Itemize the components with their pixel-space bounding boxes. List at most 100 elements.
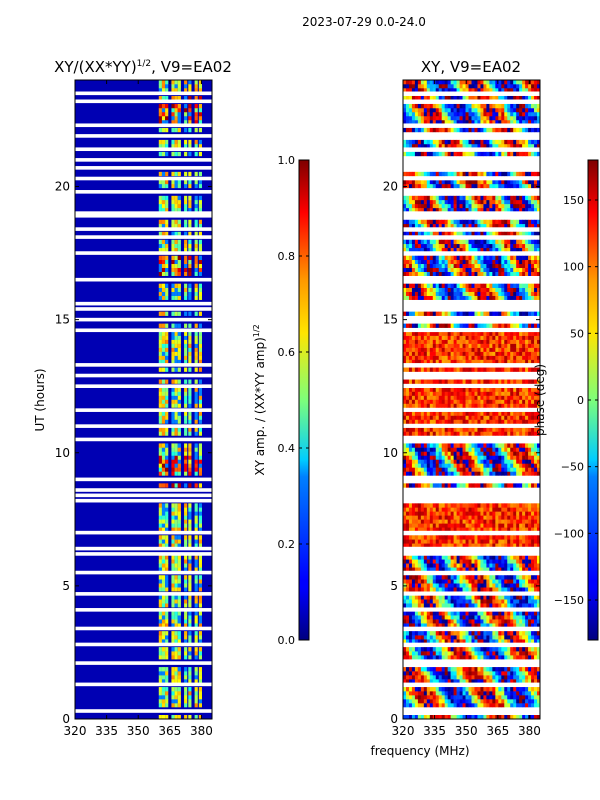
heatmap-cell [450, 563, 454, 568]
heatmap-cell [161, 347, 166, 352]
heatmap-cell [477, 351, 481, 356]
heatmap-cell [184, 619, 188, 624]
heatmap-cell [507, 367, 511, 372]
heatmap-cell [171, 599, 175, 604]
heatmap-cell [177, 287, 181, 292]
heatmap-cell [528, 667, 532, 672]
heatmap-cell [537, 467, 540, 472]
heatmap-cell [184, 419, 188, 424]
heatmap-cell [522, 667, 526, 672]
heatmap-cell [489, 639, 493, 644]
heatmap-cell [495, 391, 499, 396]
heatmap-cell [165, 151, 169, 157]
heatmap-cell [435, 411, 440, 416]
heatmap-cell [158, 675, 162, 680]
heatmap-cell [531, 467, 535, 472]
heatmap-cell [405, 359, 410, 364]
heatmap-cell [474, 447, 478, 452]
heatmap-cell [417, 631, 422, 636]
heatmap-cell [489, 343, 493, 348]
heatmap-cell [471, 519, 475, 524]
heatmap-cell [432, 359, 437, 364]
heatmap-cell [444, 587, 448, 592]
heatmap-cell [161, 239, 166, 245]
heatmap-cell [411, 595, 416, 600]
heatmap-cell [403, 667, 407, 672]
heatmap-cell [165, 283, 169, 288]
heatmap-cell [516, 691, 520, 696]
heatmap-cell [408, 559, 413, 564]
heatmap-cell [498, 695, 502, 700]
heatmap-cell [453, 335, 457, 340]
heatmap-cell [486, 395, 490, 400]
heatmap-cell [171, 667, 175, 672]
heatmap-cell [531, 695, 535, 700]
heatmap-cell [194, 599, 198, 604]
heatmap-cell [403, 263, 407, 269]
heatmap-cell [444, 703, 448, 708]
heatmap-cell [158, 403, 162, 408]
heatmap-cell [537, 555, 540, 560]
heatmap-cell [486, 623, 490, 628]
heatmap-cell [432, 339, 437, 344]
heatmap-cell [516, 255, 520, 261]
heatmap-cell [468, 471, 472, 476]
heatmap-cell [174, 623, 178, 628]
heatmap-cell [537, 595, 540, 600]
heatmap-cell [435, 523, 440, 528]
heatmap-cell [171, 95, 175, 101]
heatmap-cell [465, 347, 469, 352]
heatmap-cell [519, 603, 523, 608]
heatmap-cell [534, 399, 538, 404]
heatmap-cell [531, 283, 535, 288]
heatmap-cell [184, 267, 188, 272]
heatmap-cell [414, 243, 419, 249]
heatmap-cell [438, 507, 443, 512]
heatmap-cell [522, 567, 526, 572]
heatmap-cell [495, 447, 499, 452]
heatmap-cell [522, 359, 526, 364]
heatmap-cell [516, 579, 520, 584]
heatmap-cell [483, 507, 487, 512]
heatmap-cell [420, 403, 425, 408]
heatmap-cell [495, 287, 499, 292]
heatmap-cell [495, 351, 499, 356]
heatmap-cell [468, 415, 472, 420]
heatmap-cell [513, 631, 517, 636]
heatmap-cell [438, 351, 443, 356]
heatmap-cell [177, 87, 181, 93]
heatmap-cell [438, 671, 443, 676]
heatmap-cell [501, 671, 505, 676]
heatmap-cell [177, 679, 181, 684]
heatmap-cell [441, 351, 445, 356]
heatmap-cell [417, 595, 422, 600]
heatmap-cell [510, 443, 514, 448]
heatmap-cell [495, 715, 499, 719]
heatmap-cell [477, 399, 481, 404]
heatmap-cell [414, 523, 419, 528]
heatmap-cell [177, 695, 181, 700]
heatmap-cell [462, 519, 466, 524]
heatmap-cell [501, 403, 505, 408]
heatmap-cell [510, 603, 514, 608]
heatmap-cell [468, 519, 472, 524]
heatmap-cell [528, 267, 532, 272]
heatmap-cell [188, 427, 192, 432]
heatmap-cell [198, 587, 202, 592]
heatmap-cell [531, 255, 535, 261]
heatmap-cell [468, 527, 472, 532]
heatmap-cell [480, 283, 484, 288]
heatmap-cell [519, 471, 523, 476]
heatmap-cell [486, 555, 490, 560]
heatmap-cell [165, 443, 169, 448]
heatmap-cell [444, 359, 448, 364]
heatmap-cell [498, 523, 502, 528]
heatmap-cell [489, 671, 493, 676]
heatmap-cell [471, 295, 475, 300]
heatmap-cell [459, 471, 463, 476]
heatmap-cell [480, 311, 484, 316]
heatmap-cell [441, 587, 445, 592]
heatmap-cell [158, 631, 162, 636]
heatmap-cell [504, 271, 508, 276]
heatmap-cell [531, 411, 535, 416]
